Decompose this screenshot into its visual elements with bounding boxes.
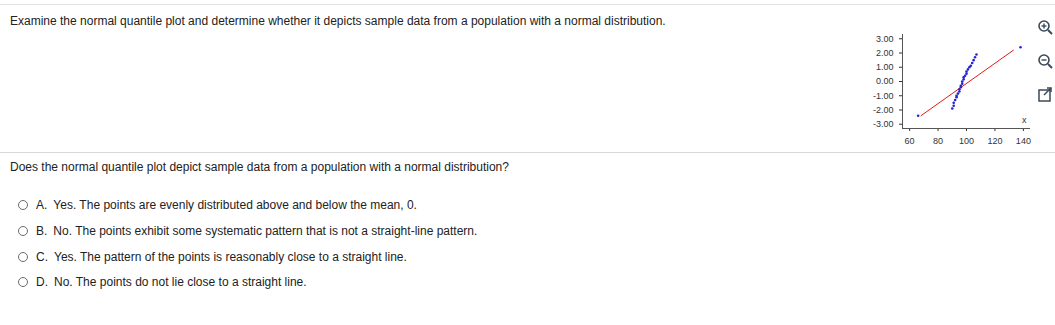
html-text:D.: D. [36,275,48,289]
svg-text:3.00: 3.00 [876,34,894,44]
html-text:No. The points do not lie clos: No. The points do not lie close to a str… [54,275,307,289]
svg-text:0.00: 0.00 [876,76,894,86]
html-text:A.: A. [36,198,48,212]
svg-text:140: 140 [1016,136,1031,144]
html-text:Examine the normal quantile pl: Examine the normal quantile plot and det… [10,14,666,28]
html-text:B.: B. [36,224,48,238]
html-text:Does the normal quantile plot: Does the normal quantile plot depict sam… [10,160,509,174]
html-text:Yes. The points are evenly dis: Yes. The points are evenly distributed a… [53,198,417,212]
svg-text:120: 120 [987,136,1002,144]
svg-text:60: 60 [905,136,915,144]
svg-text:x: x [1022,115,1027,125]
html-text:No. The points exhibit some sy: No. The points exhibit some systematic p… [53,224,478,238]
svg-text:100: 100 [959,136,974,144]
html-text:C.: C. [36,250,48,264]
svg-text:80: 80 [933,136,943,144]
svg-text:2.00: 2.00 [876,48,894,58]
svg-text:-1.00: -1.00 [873,91,894,101]
svg-text:1.00: 1.00 [876,62,894,72]
svg-text:-2.00: -2.00 [873,105,894,115]
html-text:Yes. The pattern of the points: Yes. The pattern of the points is reason… [54,250,407,264]
svg-text:-3.00: -3.00 [873,119,894,129]
